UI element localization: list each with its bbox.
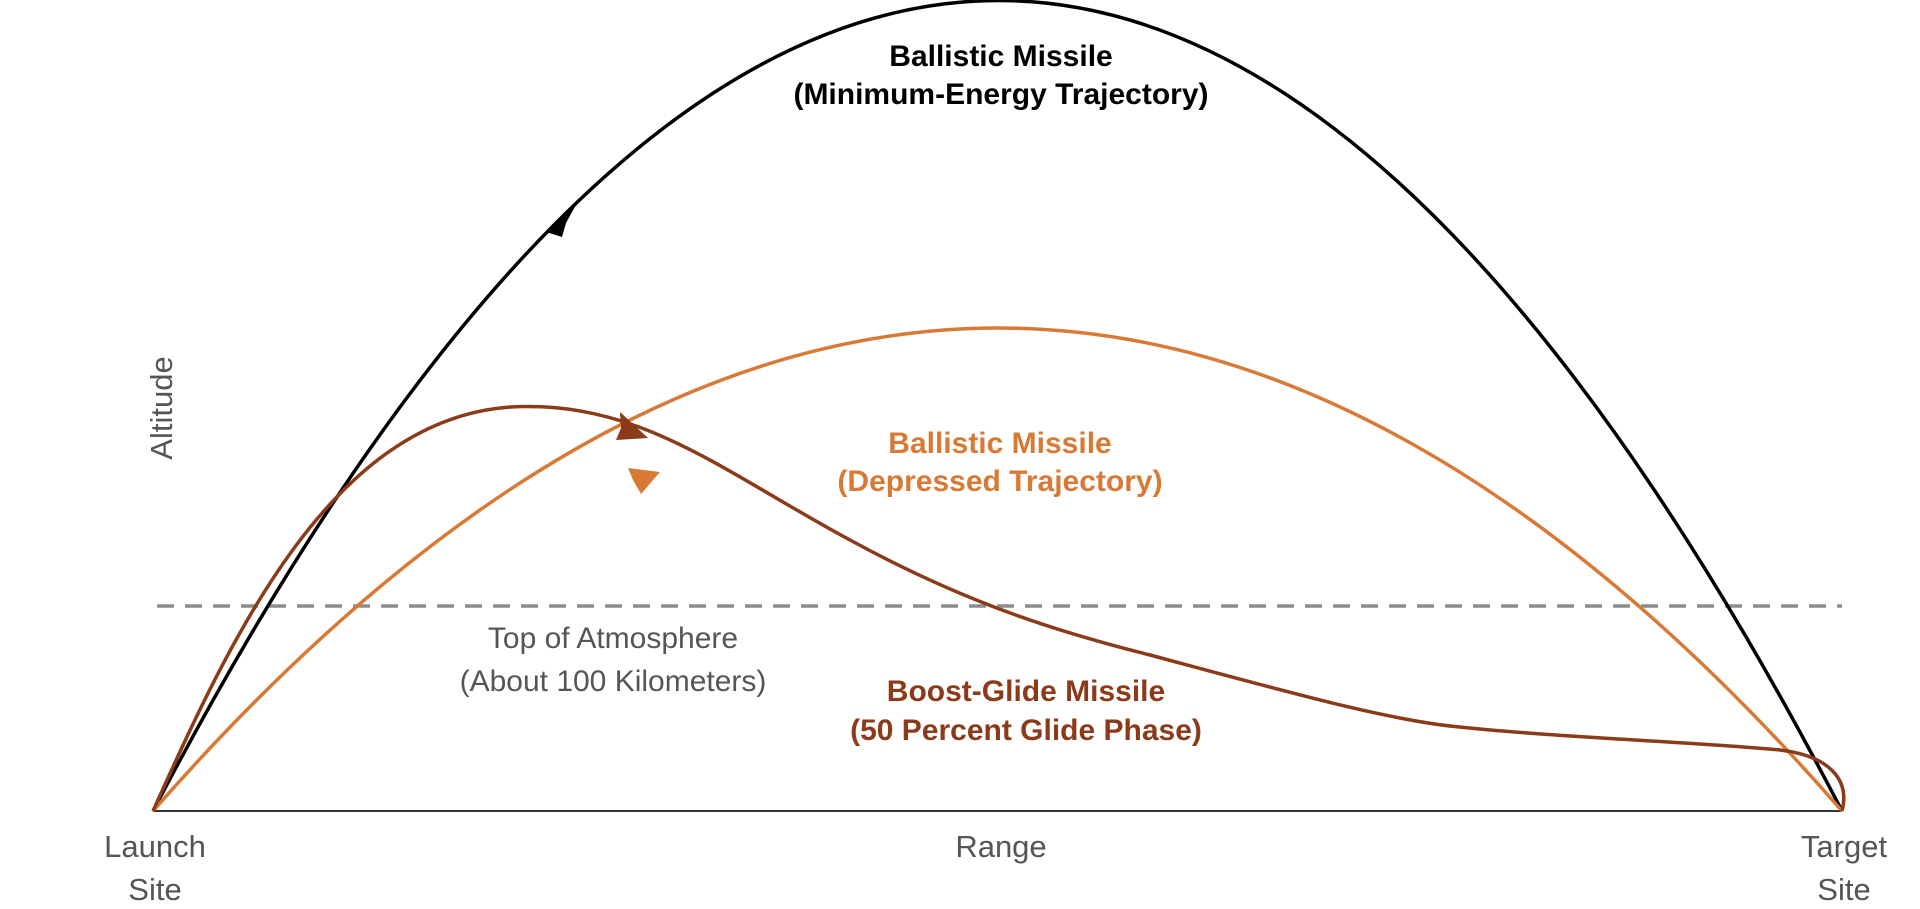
range-axis-label: Range — [955, 829, 1046, 864]
trajectory-boost-glide — [151, 404, 1846, 812]
target-site-label-line2: Site — [1817, 872, 1870, 907]
atmosphere-label-line1: Top of Atmosphere — [488, 622, 738, 655]
arrow-icon-depressed — [628, 468, 660, 494]
arrow-icon-minimum-energy — [546, 203, 577, 237]
launch-site-label-line2: Site — [128, 872, 181, 907]
launch-site-label-line1: Launch — [104, 829, 206, 864]
target-site-label-line1: Target — [1801, 829, 1888, 864]
atmosphere-label-line2: (About 100 Kilometers) — [460, 665, 767, 698]
trajectory-depressed — [151, 326, 1844, 813]
minimum-energy-label-line1: Ballistic Missile — [889, 40, 1112, 73]
altitude-axis-label: Altitude — [144, 356, 179, 459]
depressed-label-line2: (Depressed Trajectory) — [837, 465, 1162, 498]
boost-glide-label-line1: Boost-Glide Missile — [887, 675, 1165, 708]
minimum-energy-label-line2: (Minimum-Energy Trajectory) — [793, 78, 1208, 111]
depressed-label-line1: Ballistic Missile — [888, 427, 1111, 460]
arrow-icon-boost-glide — [616, 412, 648, 440]
boost-glide-label-line2: (50 Percent Glide Phase) — [850, 714, 1202, 747]
trajectory-minimum-energy — [151, 0, 1844, 812]
